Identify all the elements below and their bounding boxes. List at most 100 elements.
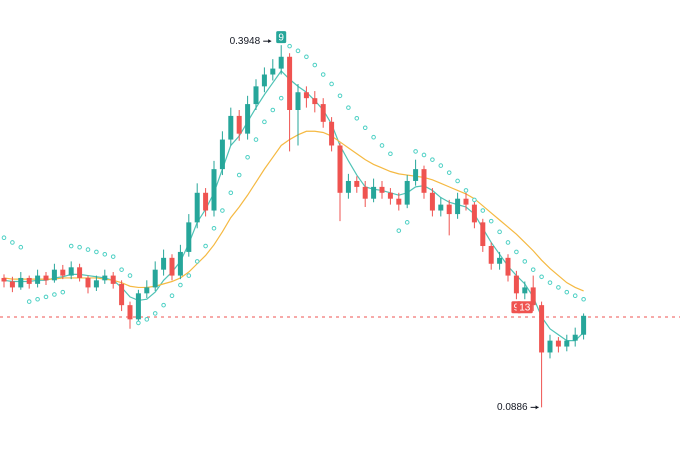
sar-dot [421,152,427,158]
sar-dot [110,254,116,259]
candle-body [555,340,561,347]
marker-badge [516,301,533,314]
sar-dot [320,72,326,77]
candle-body [144,287,150,294]
candle-body [387,192,393,199]
candle-body [329,121,335,146]
candle-body [245,104,251,134]
candle-body [362,186,368,199]
candle-body [303,92,309,99]
sar-dot [371,134,376,140]
sar-dot [169,293,175,298]
candle-body [287,56,293,110]
candle-body [278,56,284,69]
candle-body [505,257,511,276]
sar-dot [556,285,561,290]
sar-dot [228,190,234,196]
candle-body [463,198,469,205]
sar-dot [488,218,494,224]
sar-dot [10,240,15,245]
candle-body [471,204,477,223]
sar-dot [379,143,385,148]
candle-body [135,293,141,320]
candle-body [345,180,351,193]
sar-dot [85,247,91,252]
candle-body [354,180,360,187]
sar-dot [203,243,208,249]
sar-dot [547,280,553,285]
sar-dot [262,119,267,125]
sar-dot [388,151,393,157]
sar-dot [497,229,502,235]
candle-body [539,305,545,353]
candle-body [261,74,267,87]
sar-dot [270,107,276,113]
candle-body [396,198,402,205]
candle-body [102,275,108,281]
sar-dot [295,48,301,54]
sar-dot [26,299,32,304]
sar-dot [522,259,528,264]
sar-dot [472,197,477,203]
candle-body [203,192,209,211]
candle-body [9,281,15,288]
marker-text: 9 [278,32,284,43]
sar-dot [127,273,133,278]
candle-body [68,267,74,276]
candle-body [581,315,587,335]
sar-dot [211,225,217,231]
sar-dot [178,282,183,288]
sar-dot [119,267,124,272]
candle-body [320,104,326,122]
sar-dot [186,273,192,278]
sar-dot [480,208,486,213]
candle-body [152,269,158,288]
candle-body [51,269,57,281]
marker-text: 13 [519,302,531,313]
candle-body [513,275,519,294]
candle-body [18,277,24,288]
candle-body [413,169,419,181]
sar-dot [60,289,66,295]
sar-dot [278,95,284,101]
sar-dot [152,311,158,316]
candle-body [547,340,553,353]
sar-dot [52,292,57,297]
candle-body [337,145,343,193]
candle-body [522,287,528,294]
sar-dot [455,178,460,184]
candle-body [572,334,578,341]
sar-dot [161,302,166,308]
candle-body [404,180,410,205]
marker-badge [276,31,287,44]
sar-dot [346,105,351,110]
candle-body [127,305,133,320]
sar-dot [463,188,469,193]
sar-dot [136,320,141,326]
candle-body [530,287,536,306]
low-arrowhead [535,405,539,410]
sar-dot [446,170,452,175]
sar-dot [253,137,259,142]
sar-dot [413,149,418,154]
sar-dot [539,274,544,280]
sar-dot [1,235,7,241]
candle-body [421,169,427,193]
candle-body [429,192,435,211]
candle-body [488,246,494,264]
high-label: 0.3948 [230,36,261,47]
sar-dot [236,172,242,178]
candle-body [93,280,99,288]
sar-dot [329,81,334,87]
low-label: 0.0886 [497,402,528,413]
candle-body [455,198,461,215]
candle-body [35,275,41,284]
candle-body [26,277,32,284]
sar-dot [514,249,519,255]
candle-body [169,257,175,276]
candle-body [60,269,66,276]
sar-dot [287,43,292,49]
candle-body [497,257,503,264]
candle-body [186,222,192,252]
sar-dot [430,157,435,162]
